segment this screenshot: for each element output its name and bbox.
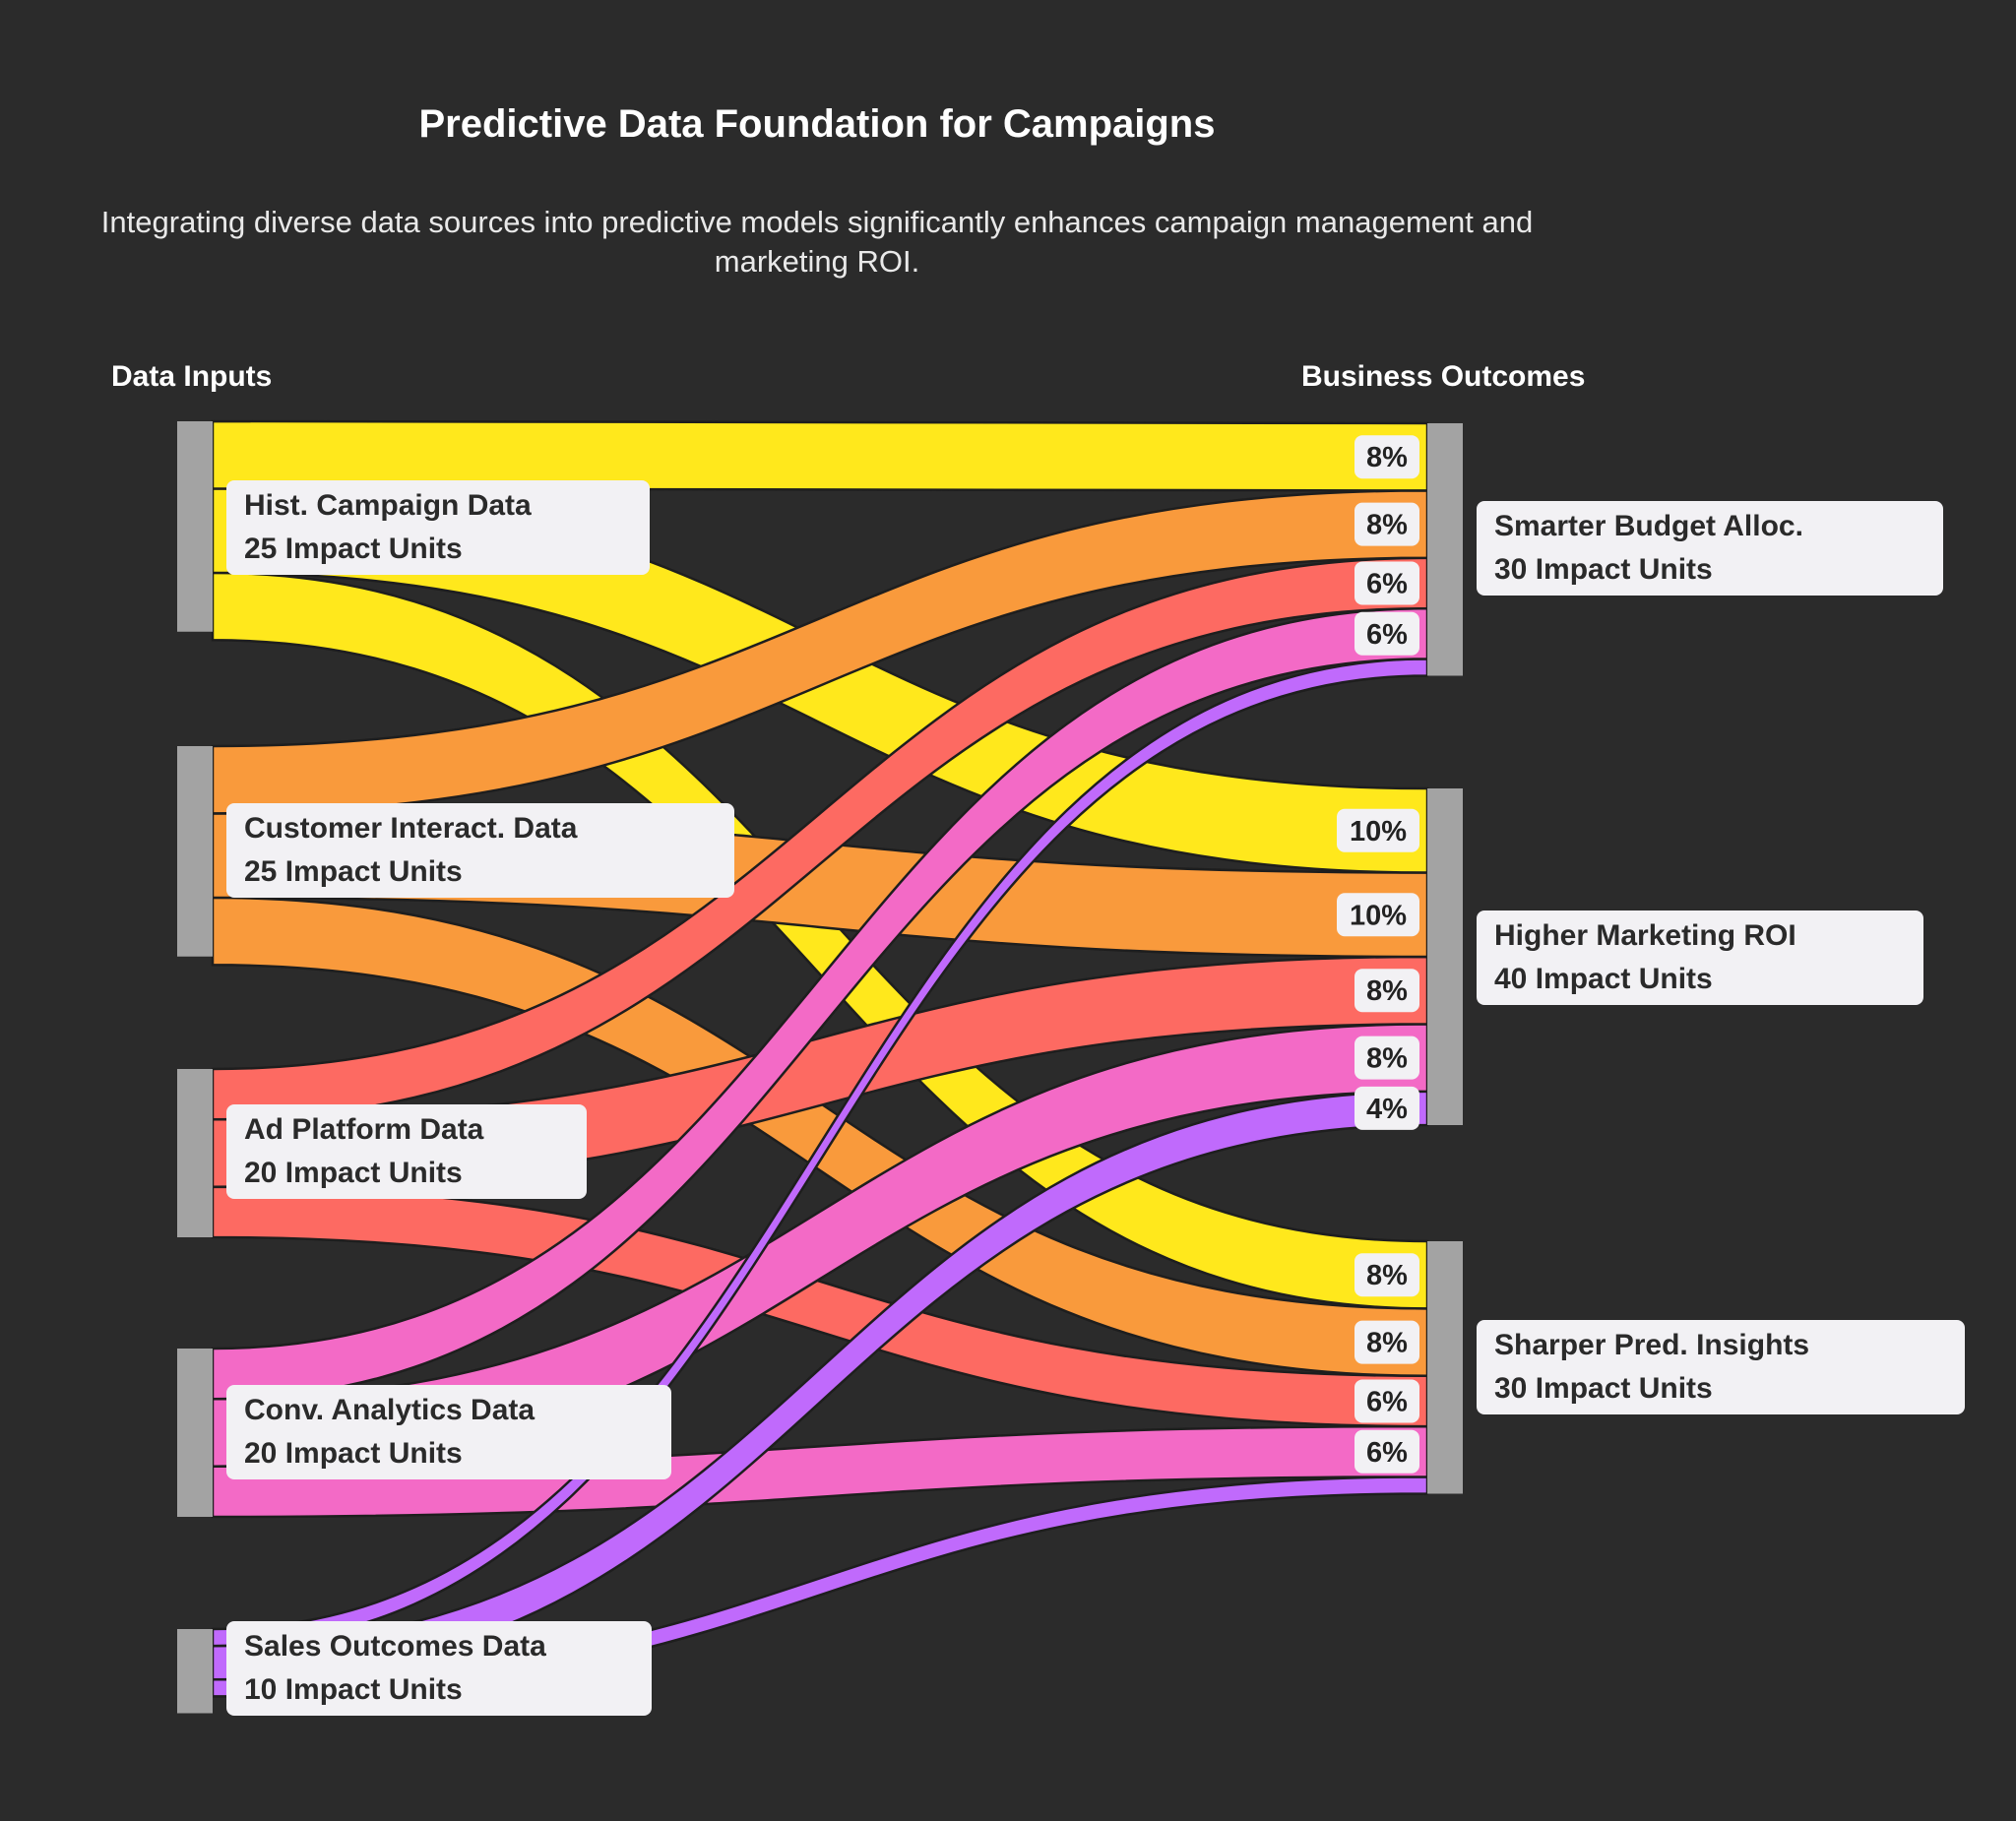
percent-label-text: 6% [1366,1437,1408,1469]
source-label-hist: Hist. Campaign Data 25 Impact Units [226,480,650,575]
percent-label-text: 6% [1366,1386,1408,1417]
source-label-conv: Conv. Analytics Data 20 Impact Units [226,1385,671,1479]
percent-label-conv-roi: 8% [1354,1036,1419,1080]
node-value: 20 Impact Units [244,1437,463,1470]
chart-subtitle: Integrating diverse data sources into pr… [100,205,1534,279]
flow-links [211,419,1429,1698]
percent-label-text: 10% [1350,816,1407,848]
node-name: Customer Interact. Data [244,812,578,845]
percent-label-text: 8% [1366,1328,1408,1359]
node-name: Smarter Budget Alloc. [1494,510,1803,542]
percent-label-text: 8% [1366,442,1408,473]
percent-label-text: 8% [1366,1043,1408,1075]
percent-label-adplatform-budget: 6% [1354,561,1419,605]
percent-label-customer-budget: 8% [1354,502,1419,546]
flow-percent-labels: 8% 8% 6% 6% 10% 10% 8% 8% 4% 8% 8% 6% 6% [1337,435,1419,1474]
node-value: 40 Impact Units [1494,963,1713,995]
source-bar-sales [177,1629,213,1714]
node-name: Higher Marketing ROI [1494,919,1796,952]
node-name: Sales Outcomes Data [244,1630,546,1663]
percent-label-conv-budget: 6% [1354,611,1419,656]
source-bar-adplatform [177,1069,213,1237]
percent-label-text: 10% [1350,900,1407,931]
node-bars [177,421,1463,1714]
target-bar-budget [1427,423,1463,676]
percent-label-hist-roi: 10% [1337,808,1419,852]
percent-label-text: 4% [1366,1094,1408,1125]
source-label-adplatform: Ad Platform Data 20 Impact Units [226,1104,587,1199]
column-heading-inputs: Data Inputs [111,360,273,393]
percent-label-conv-insights: 6% [1354,1429,1419,1474]
node-value: 30 Impact Units [1494,553,1713,586]
chart-title: Predictive Data Foundation for Campaigns [418,102,1216,146]
percent-label-sales-roi: 4% [1354,1086,1419,1130]
node-value: 25 Impact Units [244,855,463,888]
source-bar-customer [177,746,213,957]
source-label-sales: Sales Outcomes Data 10 Impact Units [226,1621,652,1716]
node-value: 30 Impact Units [1494,1372,1713,1405]
target-label-roi: Higher Marketing ROI 40 Impact Units [1477,910,1923,1005]
target-label-budget: Smarter Budget Alloc. 30 Impact Units [1477,501,1943,596]
column-heading-outcomes: Business Outcomes [1301,360,1586,393]
node-value: 25 Impact Units [244,533,463,565]
percent-label-text: 8% [1366,510,1408,541]
target-label-insights: Sharper Pred. Insights 30 Impact Units [1477,1320,1965,1414]
percent-label-hist-insights: 8% [1354,1253,1419,1297]
percent-label-text: 8% [1366,975,1408,1007]
node-name: Hist. Campaign Data [244,489,532,522]
percent-label-text: 6% [1366,568,1408,599]
node-value: 20 Impact Units [244,1157,463,1189]
source-bar-conv [177,1349,213,1517]
source-label-customer: Customer Interact. Data 25 Impact Units [226,803,734,898]
percent-label-adplatform-roi: 8% [1354,969,1419,1013]
target-bar-insights [1427,1241,1463,1494]
percent-label-text: 8% [1366,1260,1408,1291]
percent-label-customer-roi: 10% [1337,893,1419,937]
node-value: 10 Impact Units [244,1673,463,1706]
node-name: Conv. Analytics Data [244,1394,536,1426]
percent-label-text: 6% [1366,619,1408,651]
percent-label-adplatform-insights: 6% [1354,1379,1419,1423]
percent-label-customer-insights: 8% [1354,1320,1419,1364]
node-name: Sharper Pred. Insights [1494,1329,1810,1361]
target-bar-roi [1427,788,1463,1125]
source-bar-hist [177,421,213,632]
percent-label-hist-budget: 8% [1354,435,1419,479]
node-name: Ad Platform Data [244,1113,484,1146]
